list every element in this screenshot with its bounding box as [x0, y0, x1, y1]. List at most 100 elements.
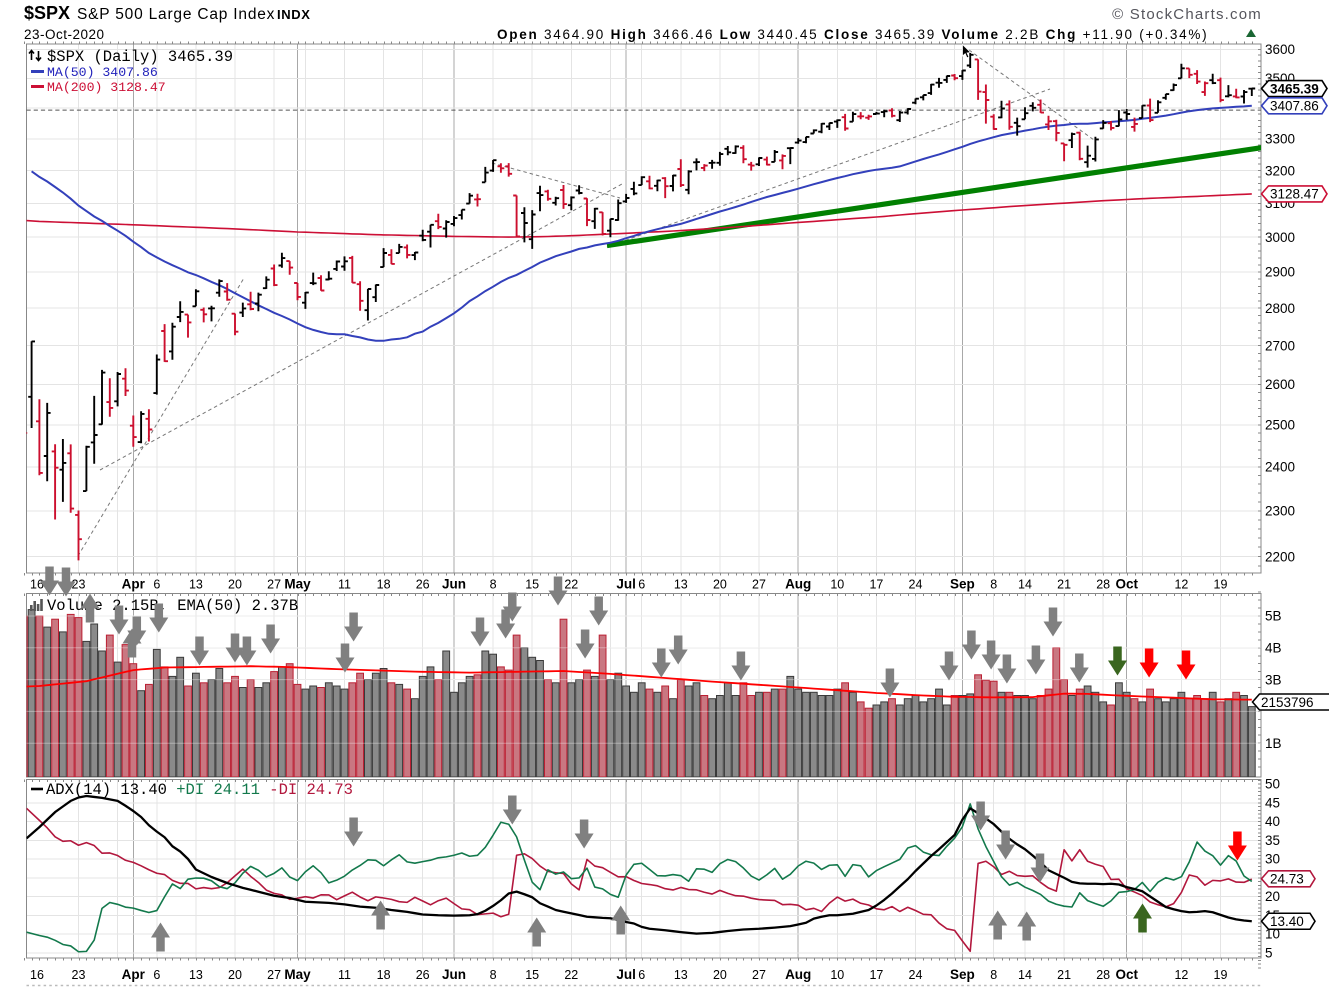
svg-text:27: 27 — [752, 578, 766, 592]
svg-text:10: 10 — [830, 578, 844, 592]
svg-text:13: 13 — [674, 578, 688, 592]
svg-text:Aug: Aug — [785, 967, 811, 982]
svg-text:Sep: Sep — [950, 577, 975, 592]
svg-text:10: 10 — [1265, 927, 1280, 942]
svg-text:21: 21 — [1057, 578, 1071, 592]
svg-text:MA(50) 3407.86: MA(50) 3407.86 — [47, 65, 158, 80]
svg-text:20: 20 — [228, 968, 242, 982]
svg-text:S&P 500 Large Cap Index: S&P 500 Large Cap Index — [77, 6, 275, 23]
svg-text:6: 6 — [638, 968, 645, 982]
svg-text:Sep: Sep — [950, 967, 975, 982]
svg-text:12: 12 — [1174, 968, 1188, 982]
svg-text:40: 40 — [1265, 814, 1280, 829]
svg-text:Volume 2.15B, EMA(50) 2.37B: Volume 2.15B, EMA(50) 2.37B — [47, 597, 298, 615]
svg-text:2600: 2600 — [1265, 377, 1295, 392]
svg-text:15: 15 — [525, 578, 539, 592]
svg-text:6: 6 — [638, 578, 645, 592]
svg-text:13: 13 — [189, 578, 203, 592]
svg-text:8: 8 — [990, 578, 997, 592]
svg-text:16: 16 — [30, 968, 44, 982]
svg-text:3300: 3300 — [1265, 132, 1295, 147]
svg-text:23-Oct-2020: 23-Oct-2020 — [24, 27, 105, 42]
svg-text:20: 20 — [1265, 889, 1280, 904]
svg-text:Jul: Jul — [616, 967, 636, 982]
svg-text:Open 3464.90 High 3466.46 Low: Open 3464.90 High 3466.46 Low 3440.45 Cl… — [497, 27, 1208, 42]
svg-text:10: 10 — [830, 968, 844, 982]
svg-text:2900: 2900 — [1265, 265, 1295, 280]
svg-text:3200: 3200 — [1265, 163, 1295, 178]
svg-text:21: 21 — [1057, 968, 1071, 982]
svg-text:8: 8 — [990, 968, 997, 982]
svg-text:3B: 3B — [1265, 672, 1282, 687]
svg-text:Apr: Apr — [122, 577, 146, 592]
svg-text:5: 5 — [1265, 946, 1273, 961]
svg-text:28: 28 — [1096, 968, 1110, 982]
svg-text:ADX(14) 13.40 +DI 24.11 -DI 24: ADX(14) 13.40 +DI 24.11 -DI 24.73 — [46, 781, 353, 799]
svg-text:27: 27 — [267, 968, 281, 982]
svg-text:20: 20 — [713, 968, 727, 982]
svg-text:May: May — [284, 967, 311, 982]
svg-text:18: 18 — [377, 578, 391, 592]
svg-text:17: 17 — [869, 578, 883, 592]
svg-text:13: 13 — [674, 968, 688, 982]
svg-text:12: 12 — [1174, 578, 1188, 592]
svg-text:8: 8 — [490, 578, 497, 592]
svg-text:19: 19 — [1214, 968, 1228, 982]
svg-text:27: 27 — [752, 968, 766, 982]
svg-text:6: 6 — [153, 968, 160, 982]
svg-text:18: 18 — [377, 968, 391, 982]
svg-text:27: 27 — [267, 578, 281, 592]
svg-text:INDX: INDX — [277, 7, 310, 22]
svg-text:Oct: Oct — [1115, 967, 1138, 982]
svg-text:Jun: Jun — [442, 577, 466, 592]
svg-text:23: 23 — [72, 578, 86, 592]
svg-text:24: 24 — [909, 578, 923, 592]
svg-text:11: 11 — [338, 578, 351, 592]
svg-text:22: 22 — [564, 578, 578, 592]
svg-text:45: 45 — [1265, 796, 1280, 811]
svg-text:$SPX: $SPX — [24, 3, 70, 23]
svg-text:$SPX (Daily) 3465.39: $SPX (Daily) 3465.39 — [47, 48, 233, 66]
svg-text:35: 35 — [1265, 833, 1280, 848]
svg-text:5B: 5B — [1265, 609, 1282, 624]
svg-text:2153796: 2153796 — [1261, 695, 1314, 710]
svg-text:13.40: 13.40 — [1270, 914, 1304, 929]
svg-text:2700: 2700 — [1265, 338, 1295, 353]
svg-text:3128.47: 3128.47 — [1270, 187, 1319, 202]
svg-text:26: 26 — [416, 968, 430, 982]
svg-text:Aug: Aug — [785, 577, 811, 592]
svg-text:11: 11 — [338, 968, 351, 982]
svg-text:Jun: Jun — [442, 967, 466, 982]
svg-text:2800: 2800 — [1265, 301, 1295, 316]
svg-text:MA(200) 3128.47: MA(200) 3128.47 — [47, 80, 166, 95]
svg-text:8: 8 — [490, 968, 497, 982]
svg-text:Jul: Jul — [616, 577, 636, 592]
svg-text:3000: 3000 — [1265, 230, 1295, 245]
svg-text:May: May — [284, 577, 311, 592]
svg-text:17: 17 — [869, 968, 883, 982]
svg-text:3600: 3600 — [1265, 42, 1295, 57]
svg-text:24.73: 24.73 — [1270, 872, 1304, 887]
svg-text:14: 14 — [1018, 578, 1032, 592]
svg-text:24: 24 — [909, 968, 923, 982]
svg-text:Apr: Apr — [122, 967, 146, 982]
svg-text:26: 26 — [416, 578, 430, 592]
svg-text:23: 23 — [72, 968, 86, 982]
svg-text:14: 14 — [1018, 968, 1032, 982]
svg-text:30: 30 — [1265, 852, 1280, 867]
svg-text:3407.86: 3407.86 — [1270, 99, 1319, 114]
svg-text:1B: 1B — [1265, 736, 1282, 751]
svg-text:Oct: Oct — [1115, 577, 1138, 592]
svg-text:20: 20 — [713, 578, 727, 592]
svg-text:4B: 4B — [1265, 641, 1282, 656]
svg-text:2500: 2500 — [1265, 418, 1295, 433]
svg-text:22: 22 — [564, 968, 578, 982]
svg-text:16: 16 — [30, 578, 44, 592]
svg-text:2300: 2300 — [1265, 504, 1295, 519]
svg-text:28: 28 — [1096, 578, 1110, 592]
svg-text:20: 20 — [228, 578, 242, 592]
svg-text:13: 13 — [189, 968, 203, 982]
svg-text:6: 6 — [153, 578, 160, 592]
svg-text:19: 19 — [1214, 578, 1228, 592]
svg-text:15: 15 — [525, 968, 539, 982]
